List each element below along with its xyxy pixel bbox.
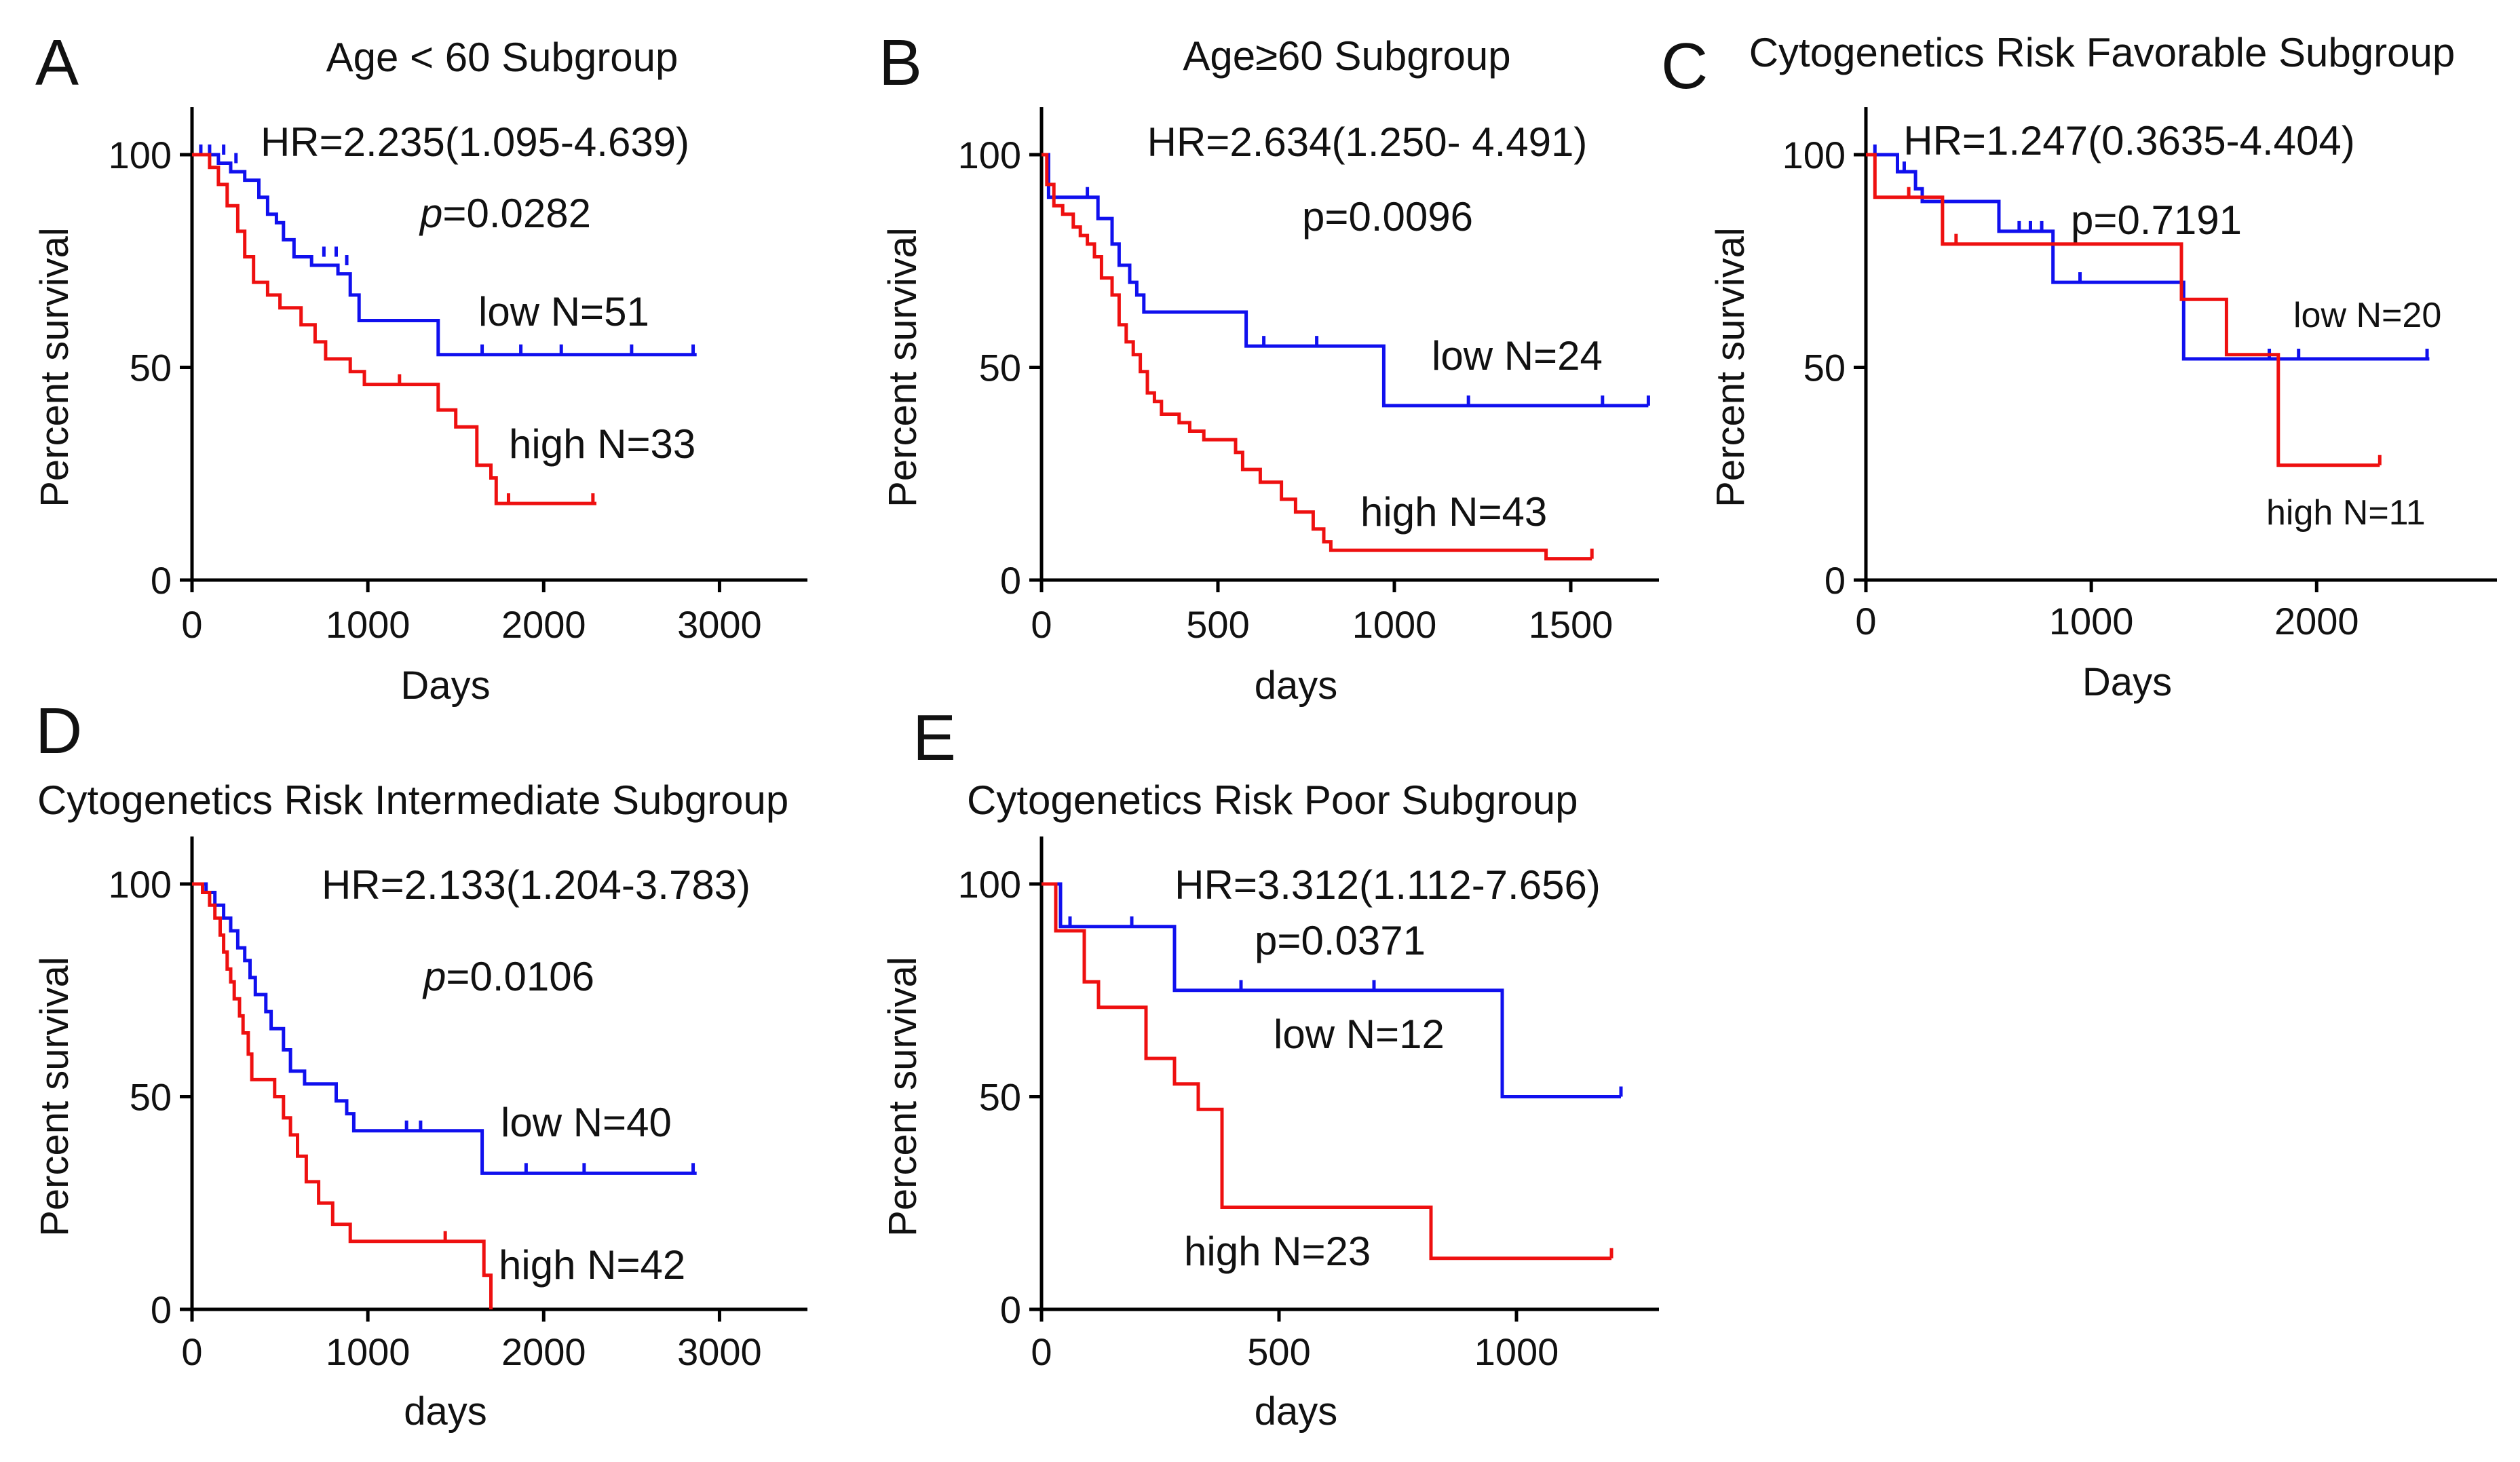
x-tick-label: 0 (1031, 1330, 1052, 1373)
hazard-ratio: HR=3.312(1.112-7.656) (1175, 862, 1601, 908)
x-axis-title: days (1255, 1389, 1338, 1434)
hazard-ratio: HR=2.133(1.204-3.783) (322, 862, 750, 908)
low-survival-curve (192, 153, 697, 357)
x-tick-label: 1000 (1474, 1330, 1559, 1373)
panel-d: D Cytogenetics Risk Intermediate Subgrou… (33, 695, 807, 1434)
x-tick-label: 0 (181, 603, 202, 646)
y-tick-label: 0 (1000, 559, 1021, 602)
y-tick-label: 50 (979, 1076, 1021, 1119)
p-value: p=0.7191 (2071, 197, 2242, 243)
y-tick-label: 100 (109, 134, 172, 176)
panel-title: Cytogenetics Risk Favorable Subgroup (1749, 30, 2456, 75)
y-tick-label: 100 (958, 134, 1021, 176)
high-survival-curve (192, 882, 493, 1309)
hazard-ratio: HR=2.235(1.095-4.639) (261, 119, 689, 165)
x-axis-title: Days (2082, 660, 2172, 704)
y-axis-title: Percent survival (33, 957, 77, 1237)
p-value: p=0.0106 (422, 954, 594, 999)
p-value: p=0.0371 (1255, 918, 1426, 963)
x-tick-label: 2000 (2274, 600, 2359, 642)
high-group-label: high N=33 (509, 421, 695, 467)
x-axis-title: Days (400, 663, 490, 708)
x-tick-label: 2000 (501, 603, 586, 646)
p-symbol: p (422, 954, 446, 999)
panel-e: E Cytogenetics Risk Poor Subgroup HR=3.3… (881, 701, 1659, 1434)
high-group-label: high N=23 (1184, 1229, 1371, 1274)
low-survival-curve (1866, 153, 2430, 361)
panel-title: Age < 60 Subgroup (326, 35, 679, 80)
x-tick-label: 1500 (1529, 603, 1614, 646)
p-number: =0.0106 (446, 954, 594, 999)
x-axis-title: days (404, 1389, 487, 1434)
hazard-ratio: HR=2.634(1.250- 4.491) (1147, 119, 1588, 165)
panel-a: A Age < 60 Subgroup HR=2.235(1.095-4.639… (33, 26, 807, 708)
y-axis-title: Percent survival (881, 957, 925, 1237)
low-survival-curve (1042, 153, 1649, 408)
panel-letter: B (879, 26, 922, 99)
x-tick-label: 1000 (326, 603, 411, 646)
x-tick-label: 2000 (501, 1330, 586, 1373)
high-group-label: high N=42 (499, 1242, 685, 1288)
panel-letter: A (35, 26, 79, 99)
y-tick-label: 50 (130, 1076, 172, 1119)
x-axis-title: days (1255, 663, 1338, 708)
hazard-ratio: HR=1.247(0.3635-4.404) (1903, 118, 2354, 163)
low-group-label: low N=20 (2293, 296, 2441, 335)
low-group-label: low N=40 (501, 1100, 672, 1145)
panel-letter: C (1661, 30, 1708, 102)
high-group-label: high N=11 (2266, 493, 2426, 533)
panel-title: Cytogenetics Risk Intermediate Subgroup (37, 777, 788, 823)
y-tick-label: 50 (979, 347, 1021, 389)
panel-title: Age≥60 Subgroup (1183, 33, 1510, 79)
panel-title: Cytogenetics Risk Poor Subgroup (967, 777, 1578, 823)
x-tick-label: 3000 (677, 1330, 762, 1373)
low-group-label: low N=24 (1432, 333, 1603, 379)
y-tick-label: 100 (958, 863, 1021, 906)
y-tick-label: 0 (1000, 1288, 1021, 1331)
y-tick-label: 50 (130, 347, 172, 389)
y-axis-title: Percent survival (1708, 227, 1753, 507)
y-tick-label: 100 (1782, 134, 1846, 176)
x-tick-label: 500 (1247, 1330, 1310, 1373)
panel-b: B Age≥60 Subgroup HR=2.634(1.250- 4.491)… (879, 26, 1659, 708)
panel-c: C Cytogenetics Risk Favorable Subgroup H… (1661, 30, 2497, 704)
y-tick-label: 50 (1803, 347, 1846, 389)
y-axis-title: Percent survival (33, 227, 77, 507)
p-symbol: p (419, 191, 442, 236)
x-tick-label: 3000 (677, 603, 762, 646)
x-tick-label: 1000 (326, 1330, 411, 1373)
high-survival-curve (1042, 153, 1592, 561)
x-tick-label: 1000 (2049, 600, 2134, 642)
p-number: =0.0282 (442, 191, 591, 236)
panel-letter: E (913, 701, 956, 774)
y-tick-label: 0 (151, 1288, 172, 1331)
high-survival-curve (1866, 153, 2380, 467)
y-tick-label: 100 (109, 863, 172, 906)
panel-letter: D (35, 695, 82, 767)
high-survival-curve (1042, 882, 1611, 1261)
y-tick-label: 0 (1825, 559, 1846, 602)
y-axis-title: Percent survival (881, 227, 925, 507)
x-tick-label: 0 (1855, 600, 1876, 642)
y-tick-label: 0 (151, 559, 172, 602)
x-tick-label: 0 (181, 1330, 202, 1373)
p-value: p=0.0096 (1302, 194, 1473, 239)
x-tick-label: 0 (1031, 603, 1052, 646)
p-value: p=0.0282 (419, 191, 591, 236)
high-group-label: high N=43 (1360, 489, 1547, 535)
x-tick-label: 1000 (1352, 603, 1437, 646)
low-group-label: low N=12 (1274, 1012, 1445, 1057)
x-tick-label: 500 (1186, 603, 1249, 646)
high-survival-curve (192, 153, 596, 505)
low-survival-curve (192, 882, 697, 1175)
low-survival-curve (1042, 882, 1621, 1098)
low-group-label: low N=51 (478, 289, 649, 334)
